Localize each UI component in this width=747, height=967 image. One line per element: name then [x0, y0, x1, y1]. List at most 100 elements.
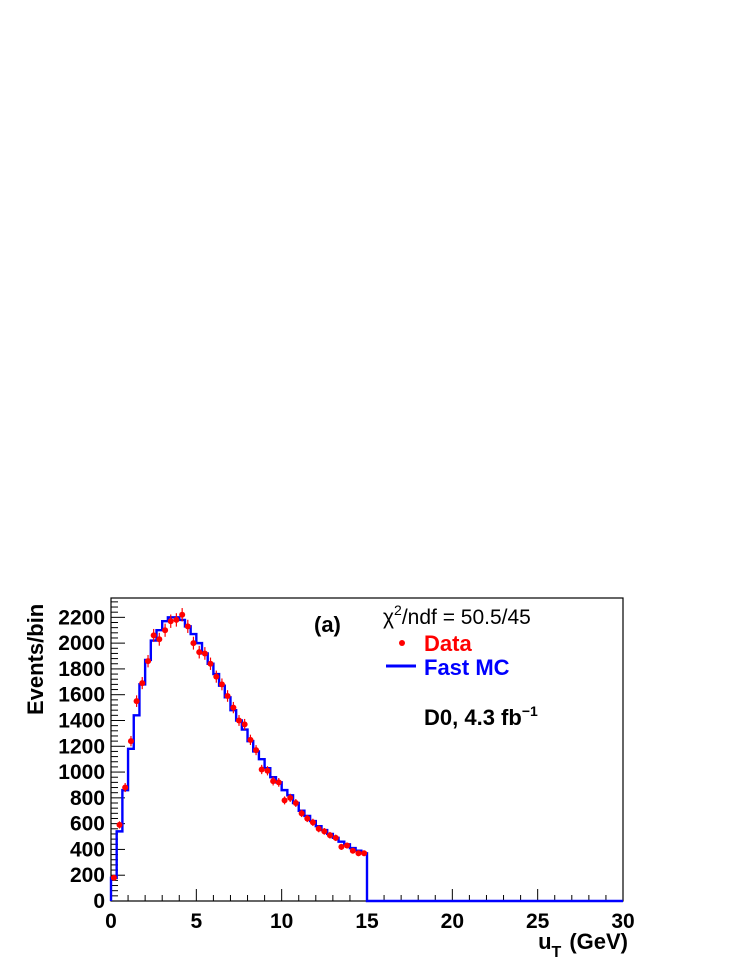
y-tick-label: 0: [93, 890, 105, 913]
data-point: [281, 796, 288, 805]
data-marker: [230, 704, 237, 711]
data-marker: [179, 611, 186, 618]
data-point: [315, 825, 322, 833]
data-marker: [156, 636, 163, 643]
data-point: [218, 678, 225, 691]
data-point: [258, 764, 265, 775]
data-point: [253, 745, 260, 756]
data-marker: [253, 747, 260, 754]
data-point: [224, 690, 231, 702]
data-marker: [344, 842, 351, 849]
x-axis-title: uT (GeV): [538, 929, 628, 961]
data-point: [361, 850, 368, 857]
data-point: [326, 831, 333, 839]
data-point: [270, 776, 277, 786]
data-point: [236, 715, 242, 726]
data-point: [127, 735, 134, 747]
data-point: [230, 701, 237, 714]
data-marker: [349, 847, 356, 854]
experiment-annotation: D0, 4.3 fb−1: [424, 703, 538, 730]
y-tick-label: 600: [70, 813, 105, 836]
data-marker: [241, 721, 248, 728]
data-marker: [122, 784, 129, 791]
y-tick-label: 800: [70, 787, 105, 810]
y-tick-label: 1800: [58, 658, 105, 681]
data-point: [196, 645, 203, 659]
experiment-label: D0, 4.3 fb: [424, 705, 522, 730]
data-marker: [218, 681, 225, 688]
data-marker: [309, 819, 316, 826]
data-point: [247, 734, 254, 745]
data-marker: [338, 843, 345, 850]
y-tick-label: 1200: [58, 735, 105, 758]
data-point: [162, 623, 169, 637]
data-marker: [224, 692, 231, 699]
data-point: [298, 809, 305, 818]
data-marker: [190, 640, 197, 647]
y-tick-label: 2000: [58, 632, 105, 655]
x-tick-label: 0: [105, 910, 117, 933]
data-point: [167, 614, 174, 628]
series-fast-mc: [109, 616, 623, 903]
data-marker: [355, 850, 362, 857]
data-point: [190, 636, 197, 650]
data-marker: [361, 850, 368, 857]
data-point: [304, 814, 311, 823]
legend-data-marker: [399, 640, 405, 646]
data-point: [110, 874, 117, 881]
data-point: [184, 619, 191, 633]
experiment-exponent: −1: [522, 703, 538, 719]
chi2-symbol: χ: [383, 606, 394, 629]
data-point: [241, 718, 248, 730]
x-axis: 0 5 10 15 20 25 30: [105, 889, 635, 933]
data-marker: [167, 618, 174, 625]
data-point: [122, 783, 129, 793]
x-tick-label: 10: [270, 910, 293, 933]
data-marker: [287, 794, 294, 801]
data-marker: [321, 828, 328, 835]
data-point: [207, 657, 214, 670]
data-point: [179, 608, 186, 622]
y-tick-label: 1600: [58, 684, 105, 707]
y-tick-label: 400: [70, 838, 105, 861]
data-marker: [264, 767, 271, 774]
data-point: [344, 842, 351, 849]
data-point: [309, 818, 316, 826]
y-tick-label: 200: [70, 864, 105, 887]
data-point: [145, 654, 152, 668]
data-point: [133, 695, 140, 707]
data-marker: [133, 698, 140, 705]
data-point: [173, 613, 180, 627]
legend-data-label: Data: [424, 631, 472, 656]
data-marker: [127, 738, 134, 745]
data-point: [213, 670, 220, 683]
data-marker: [236, 717, 242, 724]
data-point: [150, 628, 157, 642]
y-axis-title: Events/bin: [23, 604, 48, 715]
chi2-annotation: χ2/ndf = 50.5/45: [383, 602, 531, 629]
y-tick-label: 1000: [58, 761, 105, 784]
data-marker: [139, 680, 146, 687]
data-point: [275, 777, 282, 787]
data-marker: [281, 797, 288, 804]
data-marker: [150, 632, 157, 639]
chi2-exponent: 2: [394, 602, 402, 618]
data-point: [349, 847, 356, 854]
data-point: [355, 850, 362, 857]
legend: Data Fast MC: [386, 631, 510, 680]
data-point: [139, 677, 146, 690]
x-axis-title-main: u: [538, 929, 551, 954]
data-marker: [213, 673, 220, 680]
y-tick-label: 1400: [58, 709, 105, 732]
data-point: [201, 647, 208, 660]
x-axis-title-unit: (GeV): [569, 929, 628, 954]
legend-mc-label: Fast MC: [424, 655, 510, 680]
data-point: [332, 834, 339, 842]
data-marker: [201, 650, 208, 657]
data-marker: [110, 874, 117, 881]
data-marker: [162, 627, 169, 634]
data-marker: [173, 616, 180, 623]
x-tick-label: 25: [526, 910, 550, 933]
